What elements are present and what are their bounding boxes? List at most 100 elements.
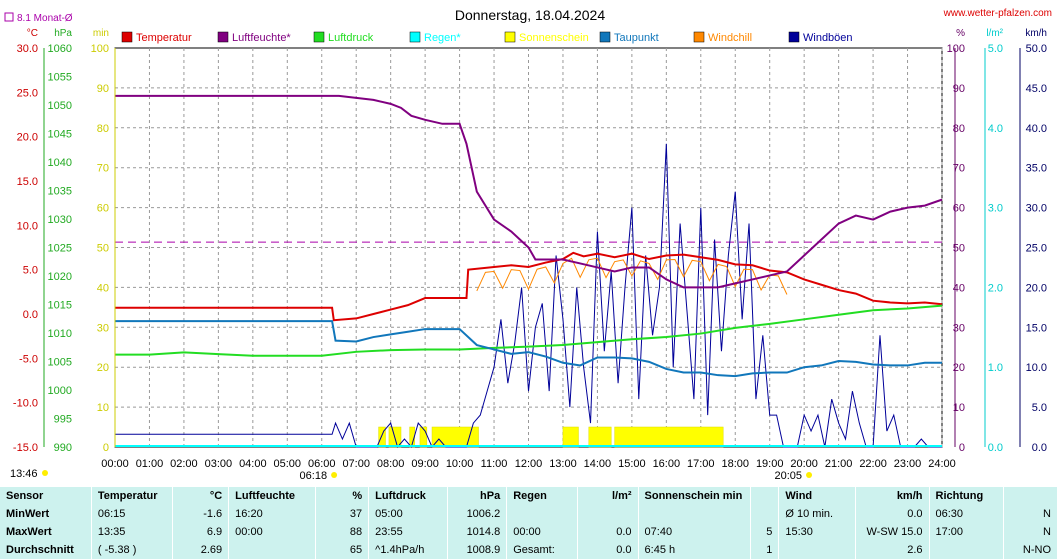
- sunshine-bar: [419, 426, 428, 448]
- stats-cell: Sensor: [0, 487, 92, 505]
- stats-cell: 05:00: [368, 505, 448, 523]
- x-tick-label: 08:00: [377, 458, 405, 470]
- stats-table: Sensor Temperatur °C Luftfeuchte% Luftdruck h…: [0, 487, 1058, 559]
- stats-cell: 5: [750, 523, 780, 541]
- x-tick-label: 10:00: [446, 458, 474, 470]
- stats-cell: l/m²: [577, 487, 639, 505]
- series-line-windboeen: [115, 143, 942, 449]
- y-tick-temp: 25.0: [17, 87, 38, 99]
- x-tick-label: 16:00: [653, 458, 681, 470]
- stats-cell: 13:35: [91, 523, 173, 541]
- stats-cell: 17:00: [929, 523, 1005, 541]
- stats-cell: W-SW 15.0: [855, 523, 930, 541]
- stats-cell: 06:15: [91, 505, 173, 523]
- stats-cell: km/h: [855, 487, 930, 505]
- stats-cell: °C: [172, 487, 230, 505]
- y-tick-wind: 15.0: [1026, 322, 1047, 334]
- legend-swatch: [788, 31, 800, 43]
- y-tick-rain: 0.0: [988, 442, 1003, 454]
- stats-cell: Regen: [506, 487, 578, 505]
- y-tick-pct: 20: [953, 362, 965, 374]
- x-tick-label: 20:00: [790, 458, 818, 470]
- x-tick-label: 13:00: [549, 458, 577, 470]
- table-row: MinWert 06:15 -1.6 16:20 37 05:00 1006.2 Ø 10 m…: [0, 505, 1058, 523]
- y-tick-press: 990: [54, 442, 72, 454]
- stats-cell: N: [1003, 505, 1058, 523]
- x-tick-label: 03:00: [205, 458, 233, 470]
- y-tick-wind: 40.0: [1026, 123, 1047, 135]
- stats-cell: 6:45 h: [638, 541, 752, 559]
- y-tick-pct: 50: [953, 243, 965, 255]
- axis-unit-temp: °C: [27, 28, 38, 39]
- stats-cell: [506, 505, 578, 523]
- stats-cell: ^1.4hPa/h: [368, 541, 448, 559]
- y-tick-min: 20: [97, 362, 109, 374]
- sunshine-bar: [614, 426, 724, 448]
- y-tick-min: 60: [97, 203, 109, 215]
- legend-label: Luftfeuchte*: [232, 32, 291, 44]
- stats-cell: Durchschnitt: [0, 541, 92, 559]
- stats-cell: 88: [315, 523, 370, 541]
- y-tick-min: 70: [97, 163, 109, 175]
- y-tick-temp: -10.0: [13, 398, 38, 410]
- stats-cell: Wind: [778, 487, 856, 505]
- stats-cell: 0.0: [577, 523, 639, 541]
- x-tick-label: 05:00: [274, 458, 302, 470]
- stats-cell: N-NO: [1003, 541, 1058, 559]
- stats-cell: MaxWert: [0, 523, 92, 541]
- stats-cell: 0.0: [855, 505, 930, 523]
- monthly-avg-icon: [4, 12, 14, 22]
- legend-swatch: [217, 31, 229, 43]
- y-tick-wind: 25.0: [1026, 243, 1047, 255]
- y-tick-pct: 10: [953, 402, 965, 414]
- legend-swatch: [313, 31, 325, 43]
- y-tick-press: 1025: [48, 243, 72, 255]
- stats-cell: Luftfeuchte: [228, 487, 317, 505]
- y-tick-wind: 10.0: [1026, 362, 1047, 374]
- sunset-icon: [806, 472, 813, 478]
- stats-cell: 37: [315, 505, 370, 523]
- x-tick-label: 22:00: [859, 458, 887, 470]
- y-tick-min: 0: [103, 442, 109, 454]
- y-tick-rain: 5.0: [988, 43, 1003, 55]
- legend-swatch: [693, 31, 705, 43]
- y-tick-press: 1020: [48, 271, 72, 283]
- y-tick-pct: 40: [953, 282, 965, 294]
- current-time-label: 13:46: [10, 468, 38, 480]
- y-tick-press: 1045: [48, 129, 72, 141]
- y-tick-press: 1055: [48, 72, 72, 84]
- y-tick-rain: 4.0: [988, 123, 1003, 135]
- chart-title: Donnerstag, 18.04.2024: [455, 7, 605, 23]
- stats-cell: 2.6: [855, 541, 930, 559]
- stats-cell: 0.0: [577, 541, 639, 559]
- stats-cell: %: [315, 487, 370, 505]
- legend-label: Regen*: [424, 32, 461, 44]
- x-tick-label: 21:00: [825, 458, 853, 470]
- y-tick-wind: 50.0: [1026, 43, 1047, 55]
- legend-label: Windchill: [708, 32, 752, 44]
- y-tick-wind: 20.0: [1026, 282, 1047, 294]
- y-tick-temp: -15.0: [13, 442, 38, 454]
- y-tick-wind: 30.0: [1026, 203, 1047, 215]
- site-link[interactable]: www.wetter-pfalzen.com: [943, 8, 1052, 19]
- current-time-icon: [42, 470, 48, 476]
- y-tick-min: 50: [97, 243, 109, 255]
- stats-cell: 06:30: [929, 505, 1005, 523]
- y-tick-min: 90: [97, 83, 109, 95]
- y-tick-temp: 20.0: [17, 132, 38, 144]
- x-tick-label: 00:00: [101, 458, 129, 470]
- sunset-label: 20:05: [775, 470, 803, 482]
- axis-unit-rain: l/m²: [986, 28, 1003, 39]
- series-line-luftdruck: [115, 304, 943, 357]
- y-tick-min: 10: [97, 402, 109, 414]
- x-tick-label: 19:00: [756, 458, 784, 470]
- stats-cell: 1008.9: [447, 541, 508, 559]
- stats-cell: 16:20: [228, 505, 317, 523]
- stats-cell: 1: [750, 541, 780, 559]
- stats-cell: [750, 505, 780, 523]
- series-line-windchill: [476, 257, 788, 295]
- y-tick-rain: 2.0: [988, 282, 1003, 294]
- y-tick-pct: 60: [953, 203, 965, 215]
- y-tick-rain: 3.0: [988, 203, 1003, 215]
- y-tick-temp: 10.0: [17, 220, 38, 232]
